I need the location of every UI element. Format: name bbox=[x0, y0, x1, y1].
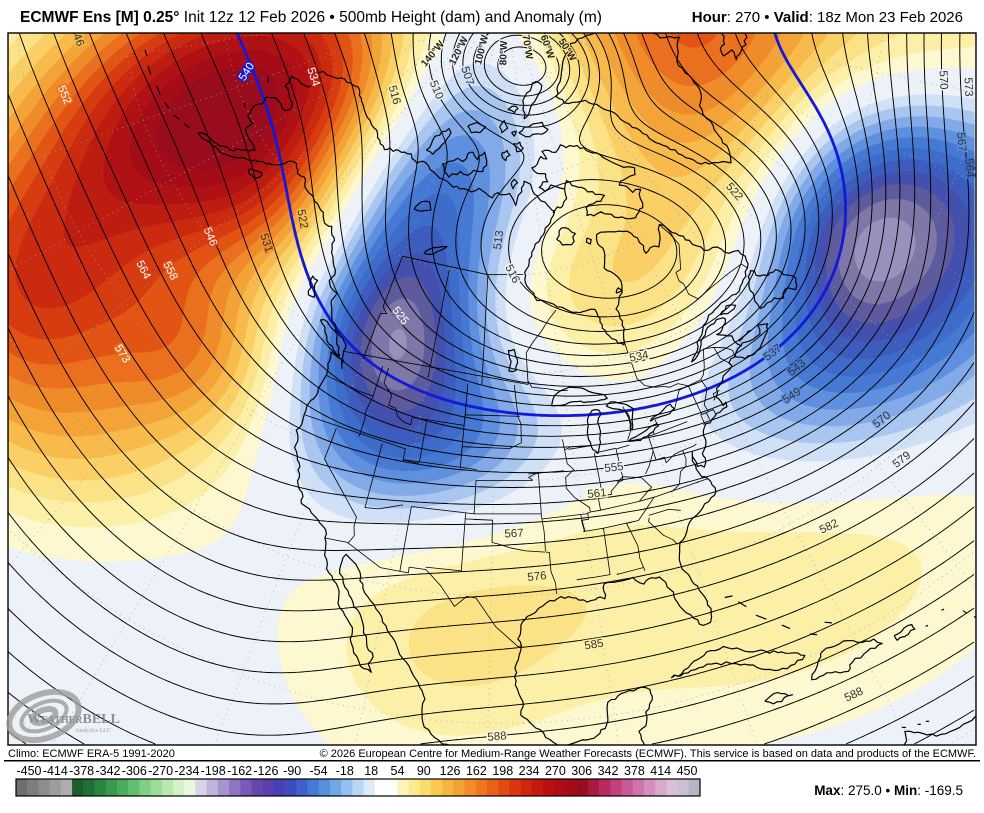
svg-text:90: 90 bbox=[417, 764, 431, 778]
svg-text:306: 306 bbox=[571, 764, 592, 778]
svg-text:573: 573 bbox=[961, 77, 974, 97]
svg-text:Climo: ECMWF ERA-5 1991-2020: Climo: ECMWF ERA-5 1991-2020 bbox=[8, 748, 175, 760]
svg-text:-54: -54 bbox=[309, 764, 327, 778]
svg-text:450: 450 bbox=[677, 764, 698, 778]
svg-text:162: 162 bbox=[466, 764, 487, 778]
svg-text:-378: -378 bbox=[69, 764, 94, 778]
svg-text:18: 18 bbox=[364, 764, 378, 778]
svg-text:54: 54 bbox=[391, 764, 405, 778]
svg-text:Hour: 270 • Valid: 18z Mon 23: Hour: 270 • Valid: 18z Mon 23 Feb 2026 bbox=[692, 9, 963, 26]
svg-text:80°W: 80°W bbox=[498, 40, 510, 65]
svg-text:234: 234 bbox=[519, 764, 540, 778]
svg-text:534: 534 bbox=[628, 349, 650, 365]
svg-text:588: 588 bbox=[487, 730, 507, 744]
svg-text:561: 561 bbox=[587, 487, 607, 501]
svg-text:198: 198 bbox=[492, 764, 513, 778]
svg-text:-342: -342 bbox=[95, 764, 120, 778]
svg-text:ECMWF Ens [M] 0.25° Init 12z 1: ECMWF Ens [M] 0.25° Init 12z 12 Feb 2026… bbox=[20, 9, 602, 26]
svg-text:564: 564 bbox=[962, 158, 975, 179]
svg-text:-270: -270 bbox=[148, 764, 173, 778]
svg-text:© 2026 European Centre for Med: © 2026 European Centre for Medium-Range … bbox=[320, 748, 976, 760]
svg-text:-18: -18 bbox=[336, 764, 354, 778]
svg-text:-450: -450 bbox=[16, 764, 41, 778]
svg-text:WEATHERBELL: WEATHERBELL bbox=[27, 712, 120, 727]
svg-text:-414: -414 bbox=[43, 764, 68, 778]
svg-text:555: 555 bbox=[604, 461, 625, 475]
svg-text:570: 570 bbox=[937, 70, 950, 90]
svg-text:342: 342 bbox=[598, 764, 619, 778]
svg-text:-126: -126 bbox=[253, 764, 278, 778]
svg-text:585: 585 bbox=[584, 638, 605, 653]
svg-text:567: 567 bbox=[504, 528, 524, 541]
svg-text:Max: 275.0 • Min: -169.5: Max: 275.0 • Min: -169.5 bbox=[814, 783, 963, 798]
svg-text:-90: -90 bbox=[283, 764, 301, 778]
svg-text:-198: -198 bbox=[201, 764, 226, 778]
svg-text:270: 270 bbox=[545, 764, 566, 778]
svg-text:378: 378 bbox=[624, 764, 645, 778]
svg-text:126: 126 bbox=[440, 764, 461, 778]
svg-text:567: 567 bbox=[954, 132, 968, 152]
svg-text:522: 522 bbox=[294, 208, 309, 229]
svg-text:70°W: 70°W bbox=[520, 34, 535, 61]
svg-text:513: 513 bbox=[492, 230, 506, 251]
svg-text:-234: -234 bbox=[174, 764, 199, 778]
svg-text:-306: -306 bbox=[122, 764, 147, 778]
svg-text:-162: -162 bbox=[227, 764, 252, 778]
svg-text:414: 414 bbox=[650, 764, 671, 778]
svg-text:Analytics LLC: Analytics LLC bbox=[75, 728, 111, 734]
svg-text:576: 576 bbox=[527, 570, 547, 584]
